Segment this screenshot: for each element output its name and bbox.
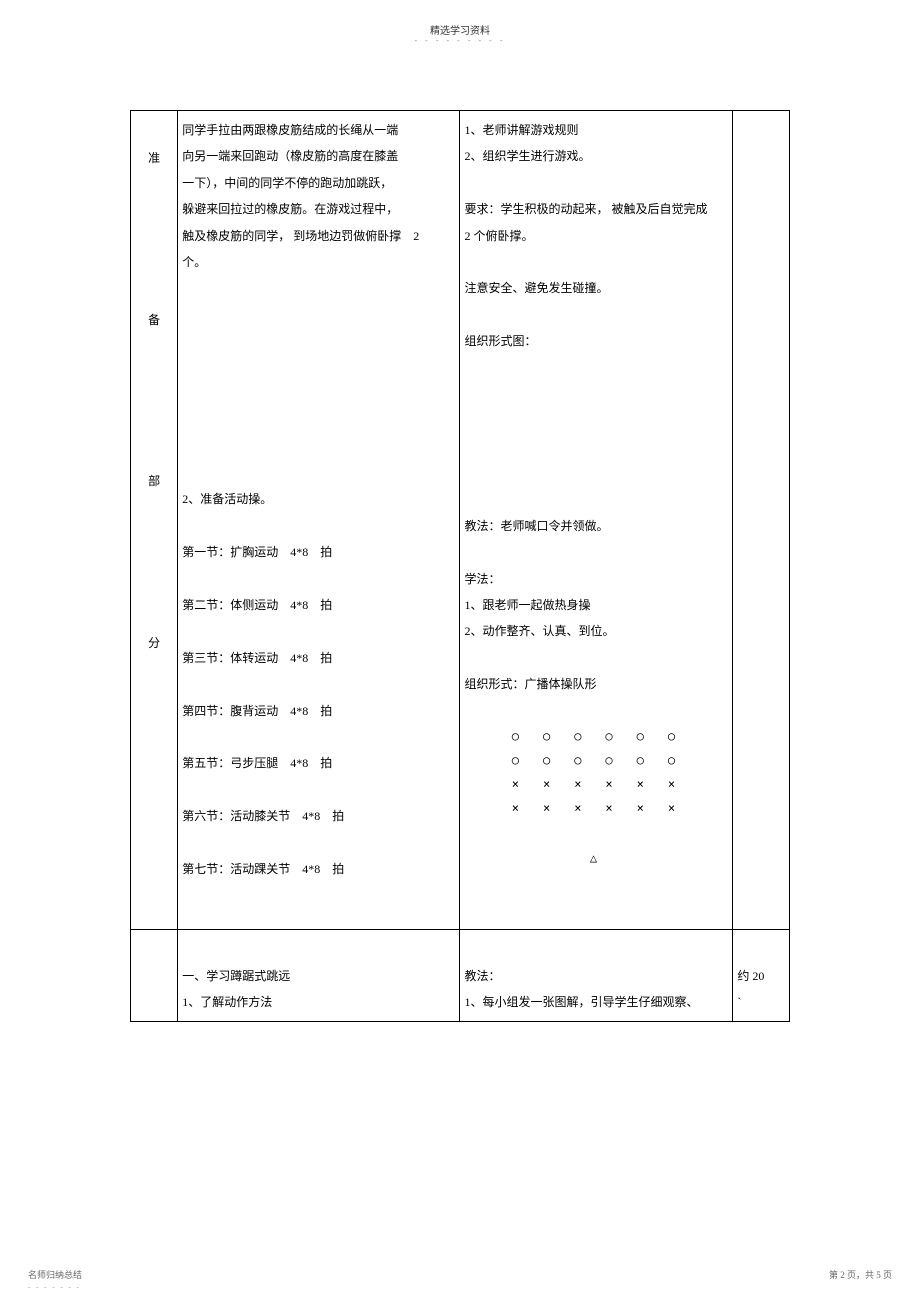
time-text: 约 20 (737, 963, 785, 989)
method-title: 教法： (464, 963, 728, 989)
table-row-prep: 准 备 部 分 同学手拉由两跟橡皮筋结成的长绳从一端 向另一端来回跑动（橡皮筋的… (131, 111, 790, 930)
footer-right: 第 2 页，共 5 页 (829, 1268, 892, 1281)
time-mark: ` (737, 989, 785, 1015)
formation-row: ○ ○ ○ ○ ○ ○ (464, 724, 728, 748)
exercise-line: 第二节：体侧运动 4*8 拍 (182, 592, 455, 618)
exercise-line: 第一节：扩胸运动 4*8 拍 (182, 539, 455, 565)
phase-char: 部 (135, 468, 173, 494)
content-cell-2: 一、学习蹲踞式跳远 1、了解动作方法 (178, 930, 460, 1022)
formation-row: × × × × × × (464, 772, 728, 796)
content-cell: 同学手拉由两跟橡皮筋结成的长绳从一端 向另一端来回跑动（橡皮筋的高度在膝盖 一下… (178, 111, 460, 930)
header-title: 精选学习资料 (430, 22, 490, 37)
method-line: 1、每小组发一张图解，引导学生仔细观察、 (464, 989, 728, 1015)
formation-teacher: △ (464, 846, 728, 870)
method-cell-2: 教法： 1、每小组发一张图解，引导学生仔细观察、 (460, 930, 733, 1022)
formation-row: × × × × × × (464, 796, 728, 820)
phase-cell: 准 备 部 分 (131, 111, 178, 930)
content-line: 一下），中间的同学不停的跑动加跳跃， (182, 170, 455, 196)
phase-char: 准 (135, 145, 173, 171)
method-safety: 注意安全、避免发生碰撞。 (464, 275, 728, 301)
formation-row: ○ ○ ○ ○ ○ ○ (464, 748, 728, 772)
page-container: 精选学习资料 - - - - - - - - - 准 备 部 分 同学手拉由两跟… (0, 0, 920, 1303)
exercise-line: 第三节：体转运动 4*8 拍 (182, 645, 455, 671)
footer-left: 名师归纳总结 (28, 1268, 82, 1281)
method-req: 要求：学生积极的动起来， 被触及后自觉完成 (464, 196, 728, 222)
footer-left-dots: - - - - - - - (28, 1283, 81, 1291)
phase-char: 分 (135, 630, 173, 656)
content-line: 躲避来回拉过的橡皮筋。在游戏过程中， (182, 196, 455, 222)
exercise-line: 第七节：活动踝关节 4*8 拍 (182, 856, 455, 882)
lesson-table: 准 备 部 分 同学手拉由两跟橡皮筋结成的长绳从一端 向另一端来回跑动（橡皮筋的… (130, 110, 790, 1022)
method-learn: 2、动作整齐、认真、到位。 (464, 618, 728, 644)
prep-title: 2、准备活动操。 (182, 486, 455, 512)
method-cell: 1、老师讲解游戏规则 2、组织学生进行游戏。 要求：学生积极的动起来， 被触及后… (460, 111, 733, 930)
content-line: 同学手拉由两跟橡皮筋结成的长绳从一端 (182, 117, 455, 143)
method-learn-title: 学法： (464, 566, 728, 592)
method-req2: 2 个俯卧撑。 (464, 223, 728, 249)
table-row-main: 一、学习蹲踞式跳远 1、了解动作方法 教法： 1、每小组发一张图解，引导学生仔细… (131, 930, 790, 1022)
content-line: 1、了解动作方法 (182, 989, 455, 1015)
exercise-line: 第四节：腹背运动 4*8 拍 (182, 698, 455, 724)
content-line: 触及橡皮筋的同学， 到场地边罚做俯卧撑 2 (182, 223, 455, 249)
method-line: 1、老师讲解游戏规则 (464, 117, 728, 143)
method-org: 组织形式图： (464, 328, 728, 354)
content-line: 个。 (182, 249, 455, 275)
method-learn: 1、跟老师一起做热身操 (464, 592, 728, 618)
time-cell (733, 111, 790, 930)
time-cell-2: 约 20 ` (733, 930, 790, 1022)
phase-cell-2 (131, 930, 178, 1022)
phase-char: 备 (135, 307, 173, 333)
method-form-title: 组织形式：广播体操队形 (464, 671, 728, 697)
method-line: 2、组织学生进行游戏。 (464, 143, 728, 169)
content-line: 一、学习蹲踞式跳远 (182, 963, 455, 989)
header-dots: - - - - - - - - - (415, 36, 506, 45)
content-line: 向另一端来回跑动（橡皮筋的高度在膝盖 (182, 143, 455, 169)
exercise-line: 第六节：活动膝关节 4*8 拍 (182, 803, 455, 829)
method-teach: 教法：老师喊口令并领做。 (464, 513, 728, 539)
exercise-line: 第五节：弓步压腿 4*8 拍 (182, 750, 455, 776)
